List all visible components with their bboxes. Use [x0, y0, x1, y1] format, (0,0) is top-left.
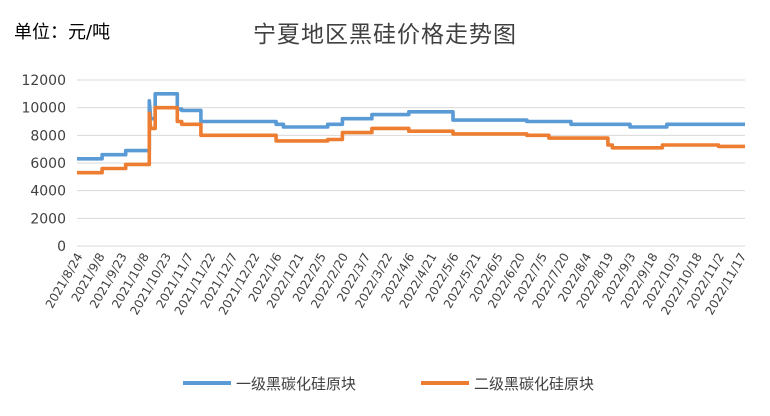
gridlines — [77, 79, 745, 247]
y-tick-label: 0 — [57, 239, 66, 255]
series-line-2 — [77, 105, 745, 175]
y-tick-label: 6000 — [30, 156, 66, 172]
legend: 一级黑碳化硅原块 二级黑碳化硅原块 — [183, 375, 594, 393]
y-tick-label: 8000 — [30, 128, 66, 144]
series-lines — [77, 92, 745, 175]
y-tick-label: 2000 — [30, 211, 66, 227]
legend-label-1: 一级黑碳化硅原块 — [236, 375, 356, 393]
y-axis: 0 2000 4000 6000 8000 10000 12000 — [21, 73, 66, 255]
chart-title: 宁夏地区黑硅价格走势图 — [253, 22, 517, 48]
legend-label-2: 二级黑碳化硅原块 — [474, 375, 594, 393]
unit-label: 单位：元/吨 — [14, 22, 111, 43]
series-line-1 — [77, 92, 745, 161]
y-tick-label: 4000 — [30, 184, 66, 200]
y-tick-label: 10000 — [21, 101, 66, 117]
x-axis: 2021/8/242021/9/82021/9/232021/10/82021/… — [43, 245, 749, 317]
y-tick-label: 12000 — [21, 73, 66, 89]
